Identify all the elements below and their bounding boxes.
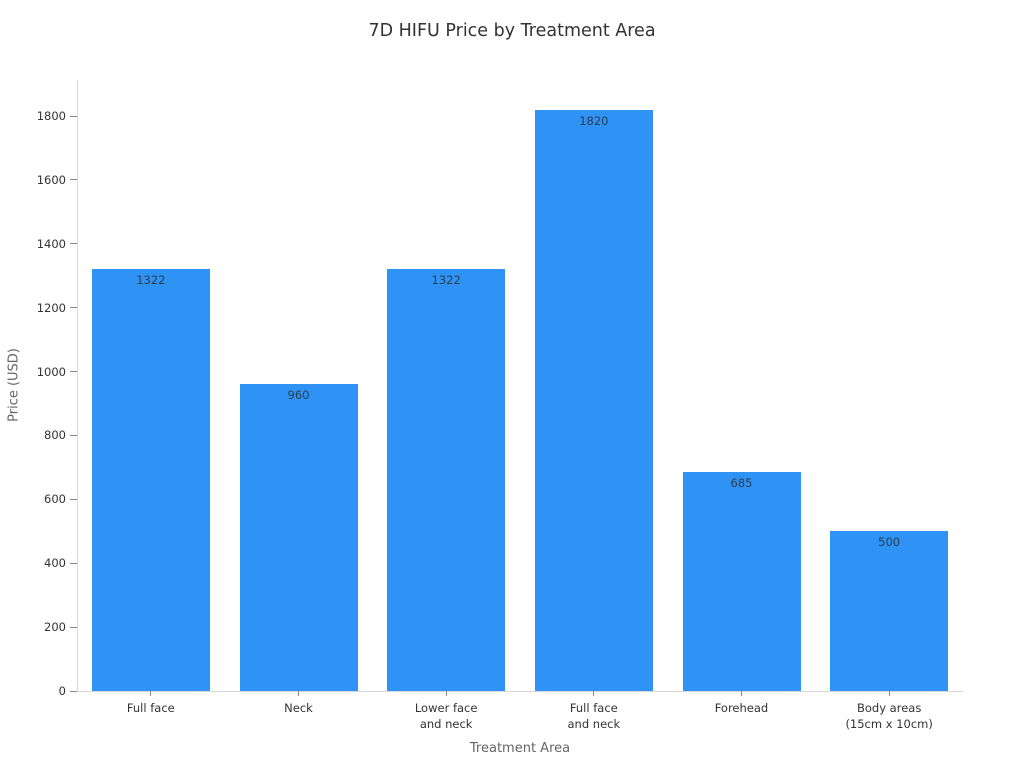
x-tick-dash (593, 691, 595, 696)
y-tick-label: 800 (44, 428, 66, 443)
y-tick-dash (70, 179, 77, 181)
x-axis-title: Treatment Area (469, 741, 571, 756)
y-tick-label: 1400 (36, 236, 66, 251)
bar (91, 268, 210, 691)
y-axis-title: Price (USD) (6, 348, 22, 422)
bar-value-label: 685 (730, 476, 753, 491)
y-tick-dash (70, 307, 77, 309)
bar-value-label: 500 (878, 535, 901, 550)
x-tick-label: Lower face and neck (414, 701, 478, 731)
y-tick-dash (70, 243, 77, 245)
x-tick-dash (888, 691, 890, 696)
bar (830, 531, 949, 691)
bar (239, 384, 358, 691)
bar (682, 472, 801, 691)
x-tick-dash (445, 691, 447, 696)
y-tick-dash (70, 115, 77, 117)
y-tick-label: 200 (44, 620, 66, 635)
y-tick-label: 1200 (36, 300, 66, 315)
x-tick-label: Full face and neck (567, 701, 621, 731)
y-tick-label: 0 (58, 684, 66, 698)
x-tick-label: Forehead (714, 701, 769, 715)
bar (534, 109, 653, 691)
y-tick-dash (70, 562, 77, 564)
x-tick-dash (150, 691, 152, 696)
y-tick-dash (70, 434, 77, 436)
x-tick-label: Full face (126, 701, 175, 715)
x-tick-dash (298, 691, 299, 696)
bar-value-label: 1322 (431, 272, 461, 287)
y-tick-dash (70, 498, 77, 500)
bar (387, 268, 506, 691)
chart-title: 7D HIFU Price by Treatment Area (368, 21, 656, 41)
y-tick-label: 1600 (36, 172, 66, 187)
x-tick-label: Body areas (15cm x 10cm) (845, 701, 933, 731)
y-tick-label: 1000 (36, 364, 66, 379)
y-tick-label: 600 (44, 492, 66, 507)
x-tick-dash (741, 691, 742, 696)
bar-value-label: 1322 (136, 272, 166, 287)
y-tick-dash (70, 371, 77, 373)
y-axis-line (77, 80, 78, 691)
x-axis-line (77, 691, 963, 692)
y-tick-label: 1800 (36, 109, 66, 124)
y-tick-dash (70, 626, 77, 628)
bar-value-label: 1820 (579, 113, 609, 128)
y-tick-dash (70, 690, 77, 692)
bar-value-label: 960 (287, 388, 310, 403)
x-tick-label: Neck (284, 701, 313, 715)
y-tick-label: 400 (44, 556, 66, 571)
